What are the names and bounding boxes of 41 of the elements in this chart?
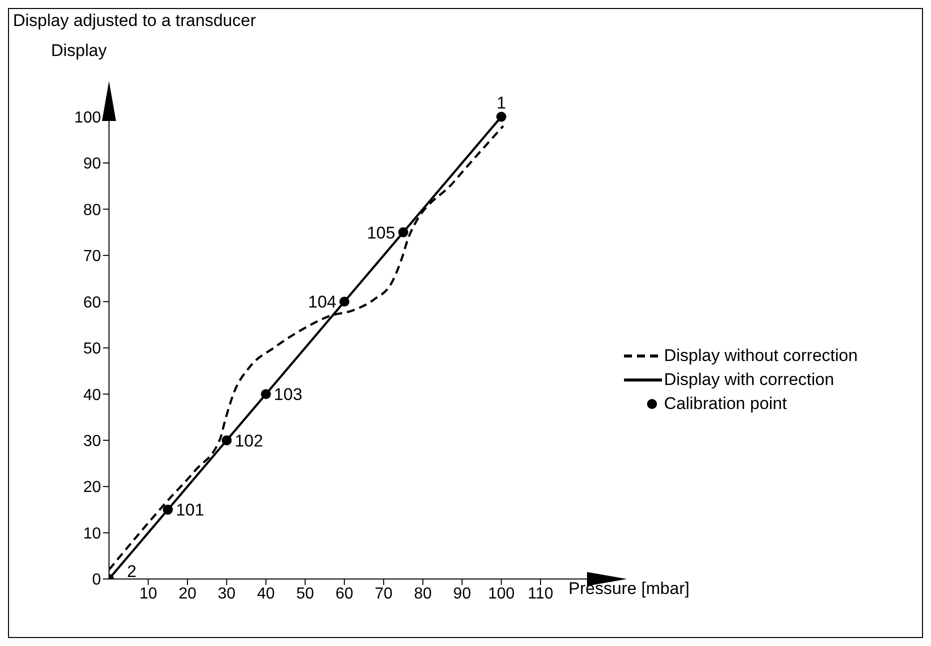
- legend-label: Calibration point: [664, 394, 787, 414]
- annotation: 103: [274, 385, 302, 404]
- annotation: 102: [234, 431, 264, 450]
- y-tick-label: 20: [83, 479, 102, 496]
- annotation: 2: [127, 562, 136, 581]
- y-tick-label: 40: [83, 386, 102, 404]
- point: [398, 227, 408, 238]
- legend-label: Display with correction: [664, 370, 834, 390]
- x-tick-label: 80: [414, 585, 432, 602]
- y-tick-label: 70: [83, 248, 102, 266]
- point: [260, 389, 271, 400]
- y-tick-label: 30: [83, 433, 102, 450]
- x-tick-label: 90: [453, 585, 472, 602]
- annotation: 104: [308, 292, 336, 312]
- x-tick-label: 60: [335, 585, 354, 602]
- x-tick-label: 10: [139, 585, 158, 602]
- y-tick-label: 80: [83, 202, 102, 219]
- y-tick-label: 0: [92, 572, 102, 589]
- x-tick-label: 20: [178, 585, 196, 602]
- x-tick-label: 110: [528, 585, 554, 602]
- legend-label: Display without correction: [664, 346, 858, 366]
- x-tick-label: 100: [488, 585, 515, 602]
- point: [496, 112, 506, 122]
- x-axis-title: Pressure [mbar]: [568, 579, 690, 599]
- x-tick-label: 40: [257, 585, 275, 602]
- point: [339, 296, 350, 307]
- y-tick-label: 100: [74, 109, 102, 126]
- x-tick-label: 50: [296, 585, 314, 602]
- x-tick-label: 70: [374, 585, 393, 602]
- y-tick-label: 50: [83, 340, 102, 358]
- y-tick-label: 10: [83, 525, 102, 542]
- annotation: 1: [496, 94, 506, 113]
- chart-title: Display adjusted to a transducer: [13, 11, 256, 31]
- y-tick-label: 60: [83, 294, 102, 312]
- point: [222, 435, 232, 446]
- y-axis-title: Display: [51, 41, 107, 61]
- x-tick-label: 30: [218, 585, 236, 602]
- annotation: 101: [176, 500, 204, 520]
- point: [162, 504, 173, 515]
- y-tick-label: 90: [83, 156, 102, 173]
- annotation: 105: [366, 223, 396, 242]
